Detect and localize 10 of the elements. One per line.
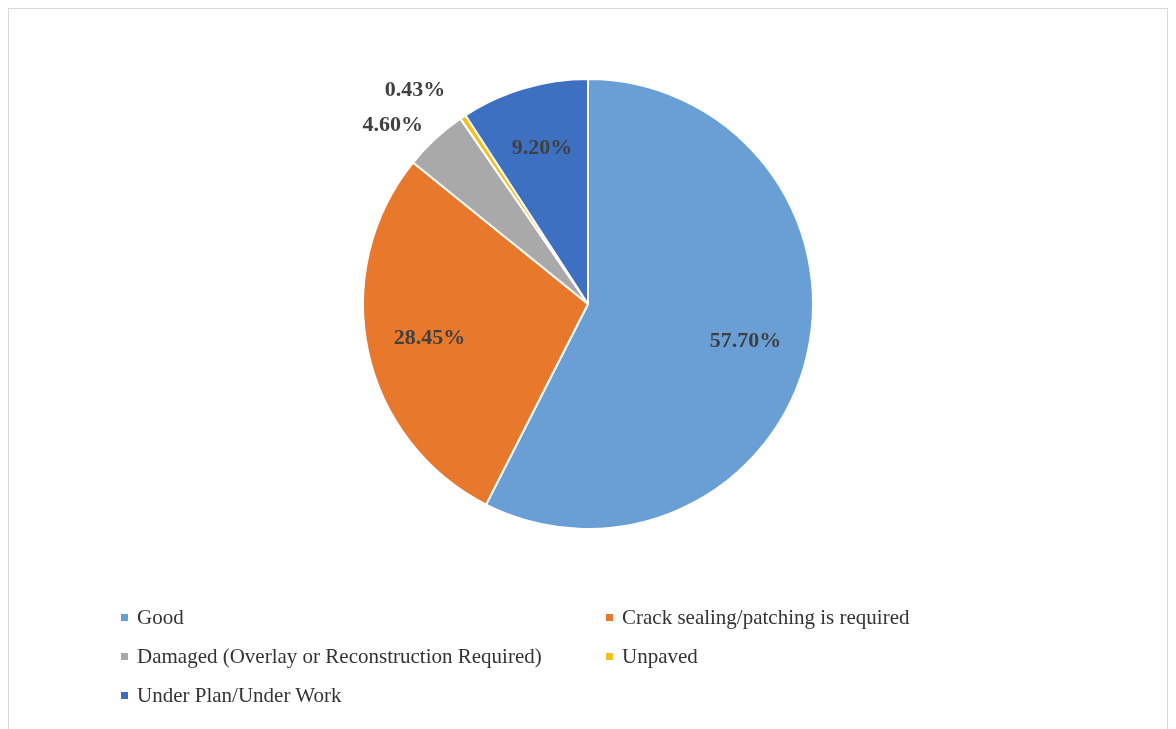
legend-label: Unpaved xyxy=(622,644,698,669)
data-label: 57.70% xyxy=(709,327,782,353)
legend-label: Damaged (Overlay or Reconstruction Required) xyxy=(137,644,542,669)
data-label: 0.43% xyxy=(384,76,446,102)
legend-label: Crack sealing/patching is required xyxy=(622,605,910,630)
data-label: 4.60% xyxy=(362,111,423,137)
data-label: 9.20% xyxy=(511,134,573,160)
legend-label: Good xyxy=(137,605,184,630)
legend-label: Under Plan/Under Work xyxy=(137,683,342,708)
data-label: 28.45% xyxy=(393,323,466,349)
